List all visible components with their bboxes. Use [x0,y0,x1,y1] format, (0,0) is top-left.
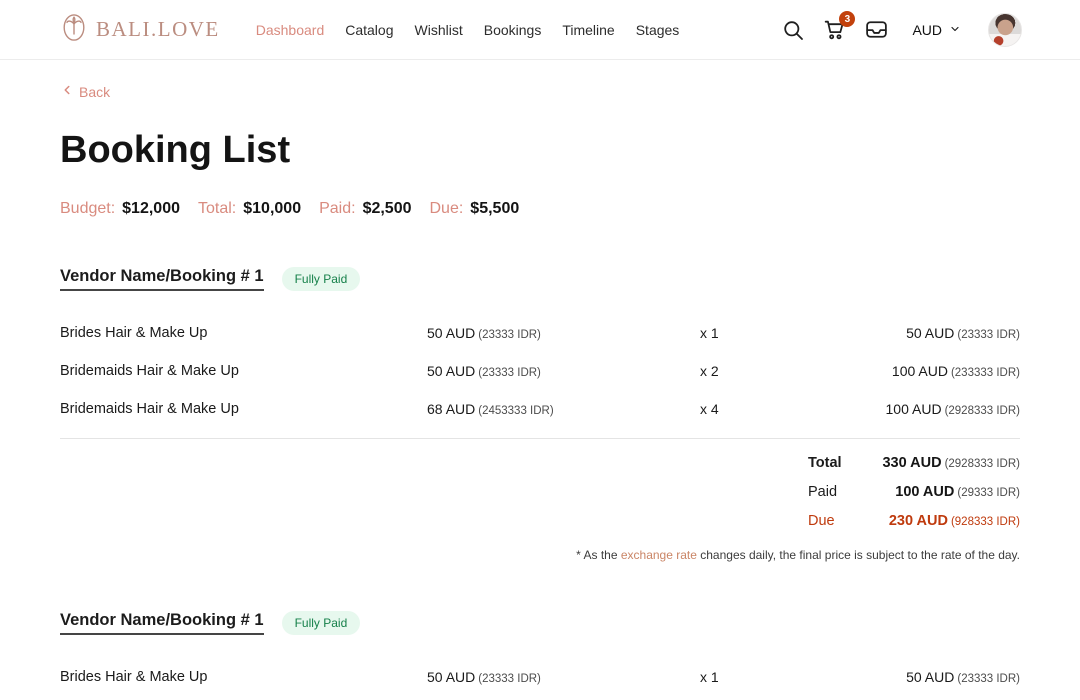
section-header: Vendor Name/Booking # 1 Fully Paid [60,267,1020,291]
item-name: Bridemaids Hair & Make Up [60,401,239,417]
summary-total: Total: $10,000 [198,200,301,218]
item-name: Brides Hair & Make Up [60,669,208,685]
table-row: Bridemaids Hair & Make Up 68 AUD (2453333… [60,390,1020,428]
nav-item-catalog[interactable]: Catalog [345,21,394,38]
search-icon[interactable] [781,18,805,42]
user-avatar[interactable] [988,12,1022,47]
unit-price: 50 AUD (23333 IDR) [427,363,541,379]
nav-item-stages[interactable]: Stages [635,21,680,38]
section-totals: Total 330 AUD (2928333 IDR) Paid 100 AUD(… [808,455,1020,529]
totals-total-value: 330 AUD (2928333 IDR) [882,455,1020,471]
totals-total-label: Total [808,455,842,471]
unit-price: 50 AUD (23333 IDR) [427,669,541,685]
booking-rows: Brides Hair & Make Up 50 AUD (23333 IDR) … [60,658,1020,700]
totals-paid-value: 100 AUD (29333 IDR) [895,484,1020,500]
vendor-booking-link[interactable]: Vendor Name/Booking # 1 [60,267,264,291]
palm-tree-logo-icon [60,11,88,49]
section-divider [60,438,1020,439]
brand-logo[interactable]: BALI.LOVE [60,11,220,49]
inbox-icon[interactable] [864,17,889,42]
totals-total-row: Total 330 AUD (2928333 IDR) [808,455,1020,471]
topbar-actions: 3 AUD [781,11,1022,47]
back-button[interactable]: Back [60,83,110,100]
summary-due-value: $5,500 [470,200,520,217]
table-row: Bridemaids Hair & Make Up 50 AUD(23333 I… [60,696,1020,700]
totals-due-row: Due 230 AUD (928333 IDR) [808,513,1020,529]
exchange-rate-note: * As the exchange rate changes daily, th… [576,548,1020,562]
chevron-left-icon [60,83,74,100]
summary-due-label: Due: [429,200,464,217]
status-badge: Fully Paid [281,611,361,635]
totals-due-label: Due [808,513,835,529]
back-label: Back [79,83,111,100]
line-total: 100 AUD (2928333 IDR) [885,401,1020,417]
totals-due-value: 230 AUD (928333 IDR) [888,513,1020,529]
table-row: Brides Hair & Make Up 50 AUD (23333 IDR) … [60,658,1020,696]
summary-budget-label: Budget: [60,200,116,217]
summary-paid-value: $2,500 [362,200,412,217]
summary-total-value: $10,000 [243,200,302,217]
line-total: 50 AUD (23333 IDR) [906,325,1020,341]
status-badge: Fully Paid [281,267,361,291]
currency-value: AUD [912,21,942,38]
cart-icon[interactable]: 3 [822,11,856,42]
budget-summary: Budget: $12,000 Total: $10,000 Paid: $2,… [60,200,1020,218]
main-content: Back Booking List Budget: $12,000 Total:… [0,60,1080,700]
table-row: Bridemaids Hair & Make Up 50 AUD(23333 I… [60,352,1020,390]
cart-count-badge: 3 [839,11,856,27]
totals-paid-row: Paid 100 AUD (29333 IDR) [808,484,1020,500]
item-name: Bridemaids Hair & Make Up [60,363,239,379]
brand-name: BALI.LOVE [96,17,220,41]
unit-price: 50 AUD (23333 IDR) [427,325,541,341]
summary-paid-label: Paid: [319,200,356,217]
main-nav: Dashboard Catalog Wishlist Bookings Time… [256,16,680,44]
nav-item-dashboard[interactable]: Dashboard [255,21,325,38]
quantity: x 4 [700,401,719,417]
quantity: x 2 [700,363,719,379]
nav-item-wishlist[interactable]: Wishlist [414,21,463,38]
quantity: x 1 [700,325,719,341]
section-header: Vendor Name/Booking # 1 Fully Paid [60,611,1020,635]
vendor-booking-link[interactable]: Vendor Name/Booking # 1 [60,611,264,635]
chevron-down-icon [949,22,961,38]
page-title: Booking List [60,129,291,171]
summary-total-label: Total: [198,200,237,217]
exchange-rate-link[interactable]: exchange rate [620,548,697,562]
summary-due: Due: $5,500 [430,200,520,218]
summary-budget: Budget: $12,000 [60,200,180,218]
nav-item-bookings[interactable]: Bookings [483,21,542,38]
summary-budget-value: $12,000 [122,200,180,217]
summary-paid: Paid: $2,500 [319,200,411,218]
line-total: 100 AUD (233333 IDR) [891,363,1020,379]
booking-section: Vendor Name/Booking # 1 Fully Paid Bride… [60,611,1020,700]
booking-rows: Brides Hair & Make Up 50 AUD (23333 IDR) … [60,314,1020,428]
line-total: 50 AUD (23333 IDR) [906,669,1020,685]
unit-price: 68 AUD (2453333 IDR) [427,401,554,417]
quantity: x 1 [700,669,719,685]
totals-paid-label: Paid [808,484,838,500]
nav-item-timeline[interactable]: Timeline [562,21,615,38]
booking-section: Vendor Name/Booking # 1 Fully Paid Bride… [60,267,1020,562]
top-navigation-bar: BALI.LOVE Dashboard Catalog Wishlist Boo… [0,0,1080,60]
item-name: Brides Hair & Make Up [60,325,208,341]
table-row: Brides Hair & Make Up 50 AUD (23333 IDR) … [60,314,1020,352]
currency-selector[interactable]: AUD [912,22,961,38]
